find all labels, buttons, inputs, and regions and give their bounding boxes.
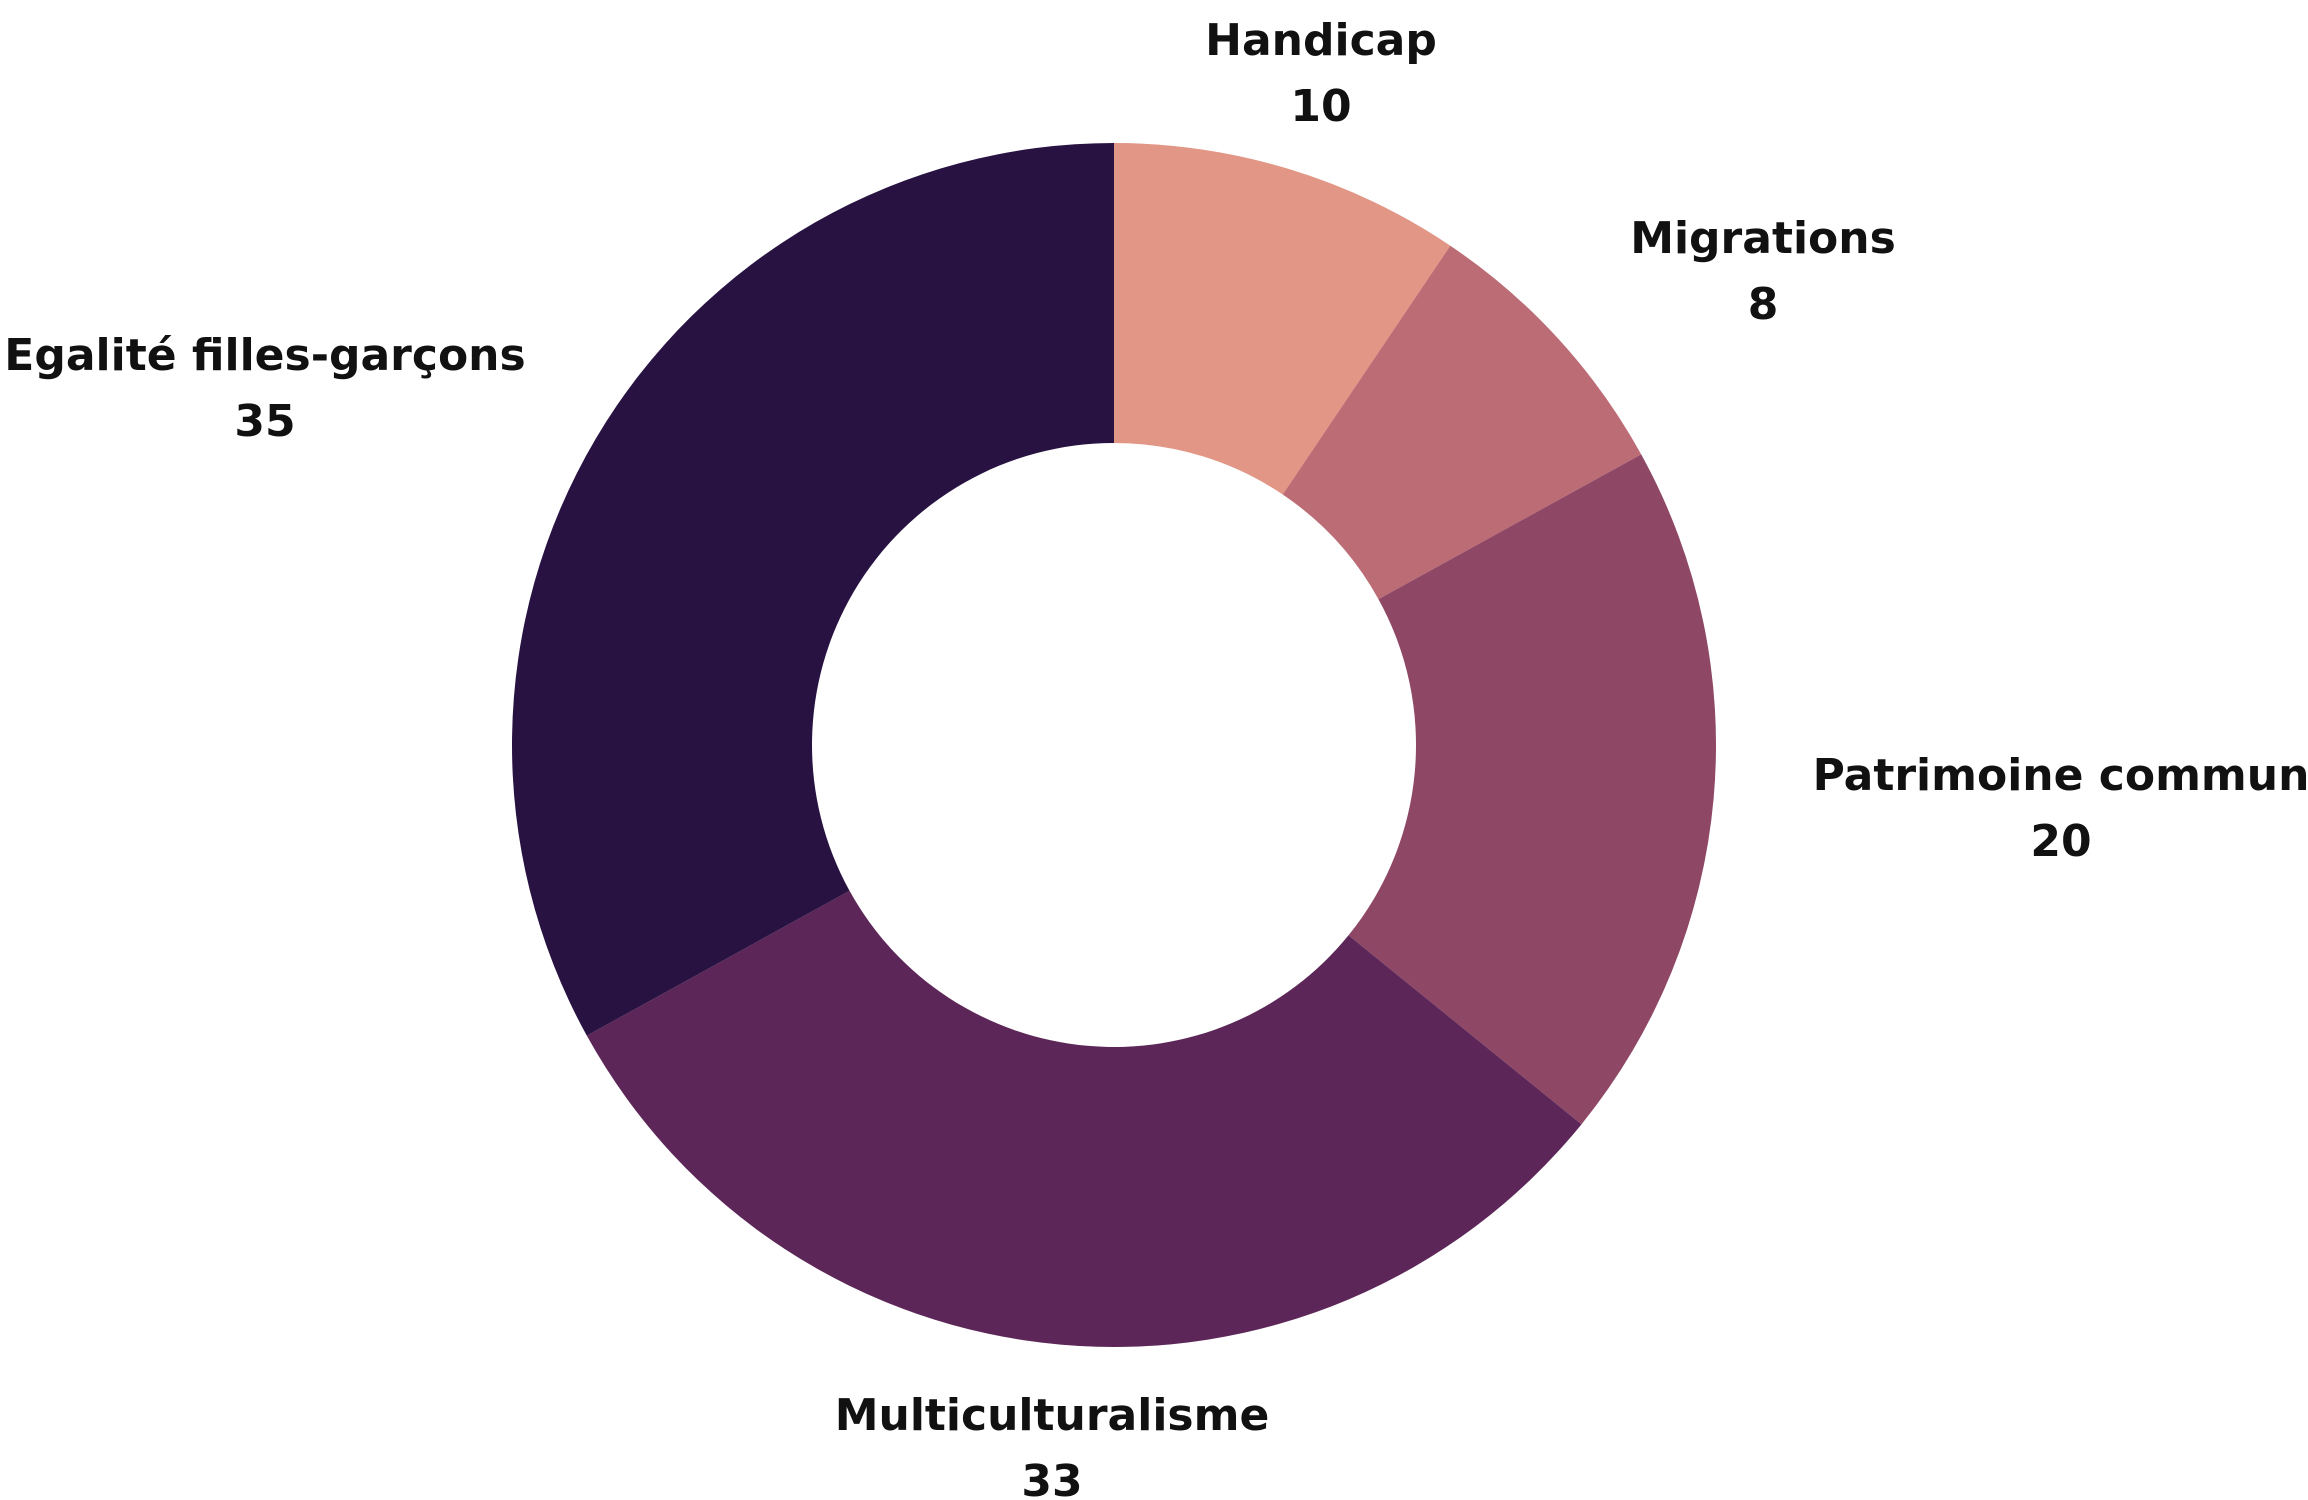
slice-name-handicap: Handicap (1205, 15, 1437, 66)
slice-patrimoine-commun (1348, 454, 1716, 1125)
slice-value-multiculturalisme: 33 (1021, 1456, 1083, 1500)
slice-multiculturalisme (586, 890, 1582, 1347)
slice-value-patrimoine-commun: 20 (2030, 816, 2092, 867)
slice-egalite-filles-garcons (512, 143, 1114, 1036)
slice-name-egalite-filles-garcons: Egalité filles-garçons (4, 330, 526, 381)
slice-label-handicap: Handicap 10 (1205, 8, 1437, 140)
slice-name-multiculturalisme: Multiculturalisme (834, 1390, 1270, 1441)
slice-label-migrations: Migrations 8 (1630, 206, 1896, 338)
slice-value-migrations: 8 (1747, 279, 1779, 330)
slice-name-migrations: Migrations (1630, 213, 1896, 264)
slice-handicap (1114, 143, 1451, 495)
slice-value-egalite-filles-garcons: 35 (234, 396, 296, 447)
slice-label-patrimoine-commun: Patrimoine commun 20 (1813, 743, 2308, 875)
slice-label-multiculturalisme: Multiculturalisme 33 (835, 1383, 1270, 1500)
slice-name-patrimoine-commun: Patrimoine commun (1812, 750, 2308, 801)
slice-value-handicap: 10 (1290, 81, 1352, 132)
slice-migrations (1282, 245, 1642, 600)
slice-label-egalite-filles-garcons: Egalité filles-garçons 35 (4, 323, 525, 455)
